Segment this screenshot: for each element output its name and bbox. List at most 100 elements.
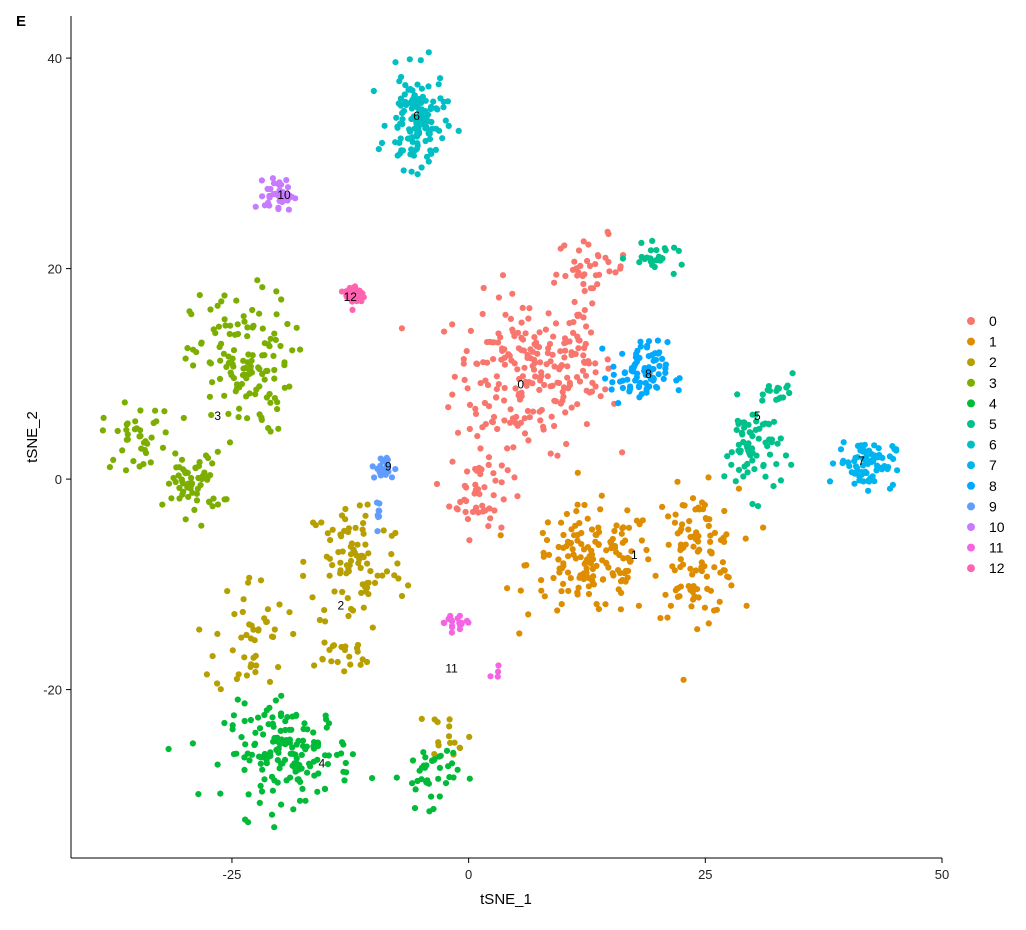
point-cluster-2 bbox=[379, 572, 386, 579]
point-cluster-1 bbox=[677, 563, 684, 571]
point-cluster-0 bbox=[581, 287, 588, 295]
point-cluster-0 bbox=[536, 329, 543, 336]
point-cluster-4 bbox=[324, 761, 331, 768]
point-cluster-1 bbox=[625, 524, 633, 531]
point-cluster-1 bbox=[635, 602, 643, 609]
point-cluster-4 bbox=[310, 758, 317, 765]
legend-marker-10 bbox=[967, 523, 975, 531]
point-cluster-6 bbox=[428, 103, 435, 111]
point-cluster-2 bbox=[447, 739, 454, 747]
point-cluster-2 bbox=[247, 635, 255, 642]
point-cluster-5 bbox=[740, 473, 747, 480]
panel-label: E bbox=[16, 13, 26, 30]
point-cluster-7 bbox=[845, 459, 852, 466]
point-cluster-4 bbox=[349, 751, 356, 758]
point-cluster-1 bbox=[705, 620, 712, 627]
point-cluster-2 bbox=[360, 604, 367, 611]
point-cluster-0 bbox=[557, 245, 564, 252]
point-cluster-1 bbox=[692, 506, 699, 513]
point-cluster-3 bbox=[152, 407, 159, 414]
point-cluster-4 bbox=[282, 718, 289, 725]
x-axis-label: tSNE_1 bbox=[480, 891, 532, 908]
legend-label-11: 11 bbox=[989, 540, 1004, 556]
point-cluster-9 bbox=[373, 499, 381, 506]
point-cluster-3 bbox=[209, 503, 216, 510]
point-cluster-1 bbox=[674, 478, 681, 485]
point-cluster-3 bbox=[147, 459, 154, 466]
point-cluster-2 bbox=[347, 661, 354, 668]
point-cluster-5 bbox=[766, 387, 774, 394]
point-cluster-1 bbox=[681, 502, 688, 509]
point-cluster-2 bbox=[360, 530, 367, 537]
point-cluster-0 bbox=[559, 388, 566, 395]
legend-label-7: 7 bbox=[989, 457, 997, 473]
point-cluster-1 bbox=[568, 526, 575, 533]
point-cluster-3 bbox=[273, 288, 280, 295]
legend-label-4: 4 bbox=[989, 395, 997, 411]
point-cluster-0 bbox=[449, 391, 456, 398]
point-cluster-0 bbox=[460, 356, 467, 363]
point-cluster-1 bbox=[581, 501, 588, 509]
point-cluster-1 bbox=[665, 513, 672, 520]
point-cluster-10 bbox=[285, 206, 292, 213]
legend-label-1: 1 bbox=[989, 334, 997, 350]
point-cluster-6 bbox=[433, 125, 440, 132]
point-cluster-1 bbox=[580, 576, 587, 583]
point-cluster-0 bbox=[516, 375, 523, 383]
point-cluster-6 bbox=[400, 107, 408, 115]
point-cluster-1 bbox=[619, 525, 626, 532]
point-cluster-7 bbox=[829, 460, 837, 467]
point-cluster-6 bbox=[413, 133, 421, 140]
point-cluster-3 bbox=[184, 469, 191, 476]
y-axis-label: tSNE_2 bbox=[24, 411, 41, 463]
point-cluster-12 bbox=[349, 306, 356, 313]
point-cluster-4 bbox=[448, 760, 456, 767]
point-cluster-3 bbox=[122, 467, 130, 474]
point-cluster-4 bbox=[293, 711, 300, 719]
point-cluster-0 bbox=[551, 397, 558, 404]
point-cluster-5 bbox=[741, 463, 748, 470]
point-cluster-1 bbox=[705, 474, 712, 481]
point-cluster-3 bbox=[137, 432, 144, 440]
point-cluster-10 bbox=[284, 197, 291, 204]
point-cluster-0 bbox=[472, 405, 479, 412]
point-cluster-0 bbox=[541, 381, 548, 389]
point-cluster-3 bbox=[259, 325, 266, 332]
point-cluster-5 bbox=[649, 262, 656, 269]
point-cluster-1 bbox=[574, 501, 581, 508]
legend-marker-7 bbox=[967, 461, 975, 470]
y-tick-label: 0 bbox=[55, 472, 62, 487]
point-cluster-2 bbox=[312, 522, 319, 529]
point-cluster-0 bbox=[460, 360, 467, 367]
point-cluster-1 bbox=[735, 485, 743, 492]
point-cluster-2 bbox=[271, 626, 278, 633]
point-cluster-4 bbox=[283, 777, 290, 784]
point-cluster-6 bbox=[417, 57, 424, 64]
point-cluster-3 bbox=[259, 352, 266, 359]
series-8-points bbox=[599, 337, 683, 407]
point-cluster-9 bbox=[371, 474, 378, 481]
point-cluster-2 bbox=[434, 719, 441, 726]
cluster-label-12: 12 bbox=[344, 290, 358, 304]
point-cluster-0 bbox=[579, 367, 587, 374]
point-cluster-2 bbox=[364, 560, 371, 567]
point-cluster-4 bbox=[437, 752, 444, 759]
point-cluster-3 bbox=[214, 302, 221, 309]
point-cluster-2 bbox=[362, 588, 369, 595]
point-cluster-1 bbox=[703, 516, 710, 523]
point-cluster-2 bbox=[343, 562, 350, 569]
point-cluster-0 bbox=[498, 524, 505, 531]
point-cluster-1 bbox=[583, 565, 590, 572]
point-cluster-2 bbox=[354, 648, 361, 655]
point-cluster-6 bbox=[375, 146, 382, 153]
point-cluster-0 bbox=[509, 326, 516, 333]
point-cluster-5 bbox=[749, 500, 756, 508]
x-tick-label: -25 bbox=[223, 867, 242, 882]
point-cluster-3 bbox=[271, 366, 278, 374]
point-cluster-3 bbox=[207, 472, 214, 479]
point-cluster-4 bbox=[269, 714, 276, 721]
point-cluster-3 bbox=[256, 366, 263, 373]
point-cluster-6 bbox=[414, 81, 421, 88]
point-cluster-3 bbox=[123, 436, 130, 443]
point-cluster-0 bbox=[582, 372, 590, 379]
